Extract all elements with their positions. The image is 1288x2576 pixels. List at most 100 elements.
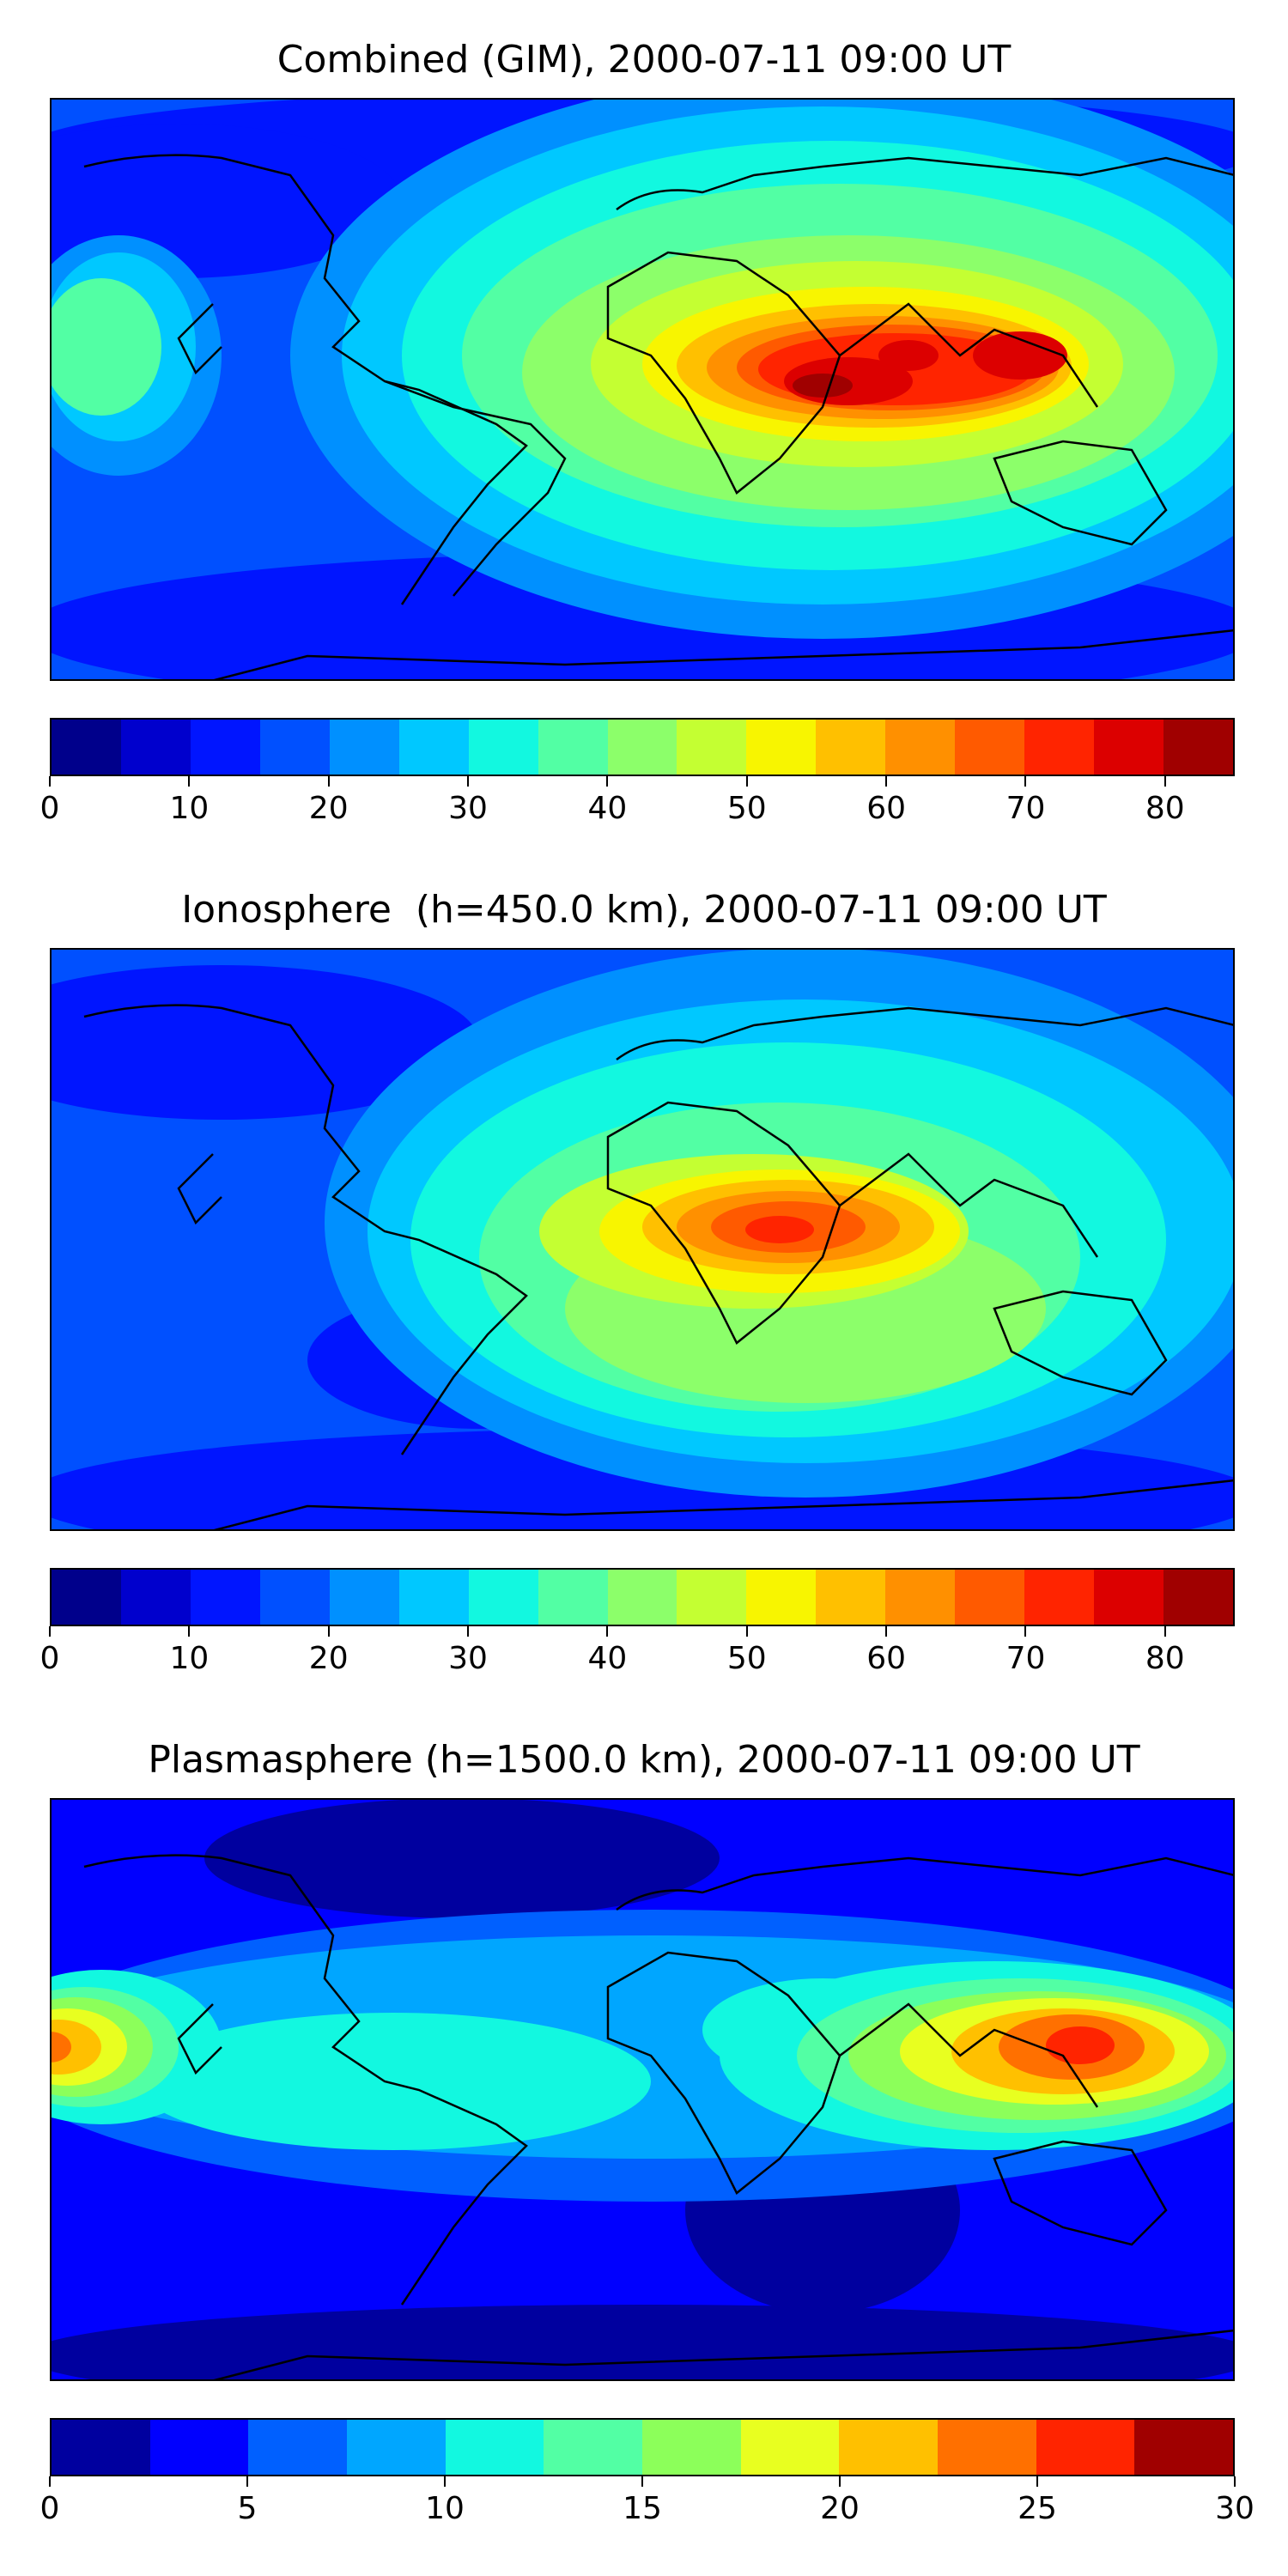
map-combined: [50, 98, 1235, 681]
heatmap-plasmasphere: [50, 1798, 1235, 2381]
colorbar-tick-label: 50: [726, 1641, 767, 1676]
colorbar-segment: [52, 1570, 121, 1625]
colorbar-segment: [955, 1570, 1025, 1625]
colorbar-tick: [49, 776, 51, 787]
colorbar-tick-label: 25: [1018, 2491, 1057, 2526]
colorbar-tick: [188, 1626, 191, 1637]
colorbar-tick-label: 10: [425, 2491, 465, 2526]
colorbar-plasmasphere: [50, 2418, 1235, 2476]
colorbar-tick-label: 70: [1005, 1641, 1046, 1676]
colorbar-tick-label: 15: [623, 2491, 662, 2526]
heatmap-ionosphere: [50, 948, 1235, 1531]
colorbar-tick: [1163, 1626, 1166, 1637]
colorbar-tick: [885, 776, 888, 787]
colorbar-segment: [398, 720, 469, 775]
colorbar-segment: [468, 1570, 538, 1625]
colorbar-tick: [745, 1626, 748, 1637]
colorbar-tick: [327, 776, 330, 787]
colorbar-tick-label: 10: [169, 791, 210, 826]
colorbar-segment: [538, 1570, 608, 1625]
colorbar-segment: [885, 720, 956, 775]
colorbar-tick-label: 0: [39, 1641, 60, 1676]
colorbar-segment: [190, 1570, 260, 1625]
colorbar-segment: [1163, 720, 1233, 775]
colorbar-segment: [885, 1570, 956, 1625]
colorbar-combined: [50, 718, 1235, 776]
colorbar-tick: [1163, 776, 1166, 787]
colorbar-tick: [467, 1626, 470, 1637]
colorbar-tick-label: 50: [726, 791, 767, 826]
colorbar-tick: [885, 1626, 888, 1637]
colorbar-segment: [607, 720, 677, 775]
colorbar-segment: [1094, 720, 1163, 775]
map-plasmasphere: [50, 1798, 1235, 2381]
panel-title-combined: Combined (GIM), 2000-07-11 09:00 UT: [276, 38, 1012, 82]
colorbar-segment: [816, 1570, 886, 1625]
colorbar-tick-label: 70: [1005, 791, 1046, 826]
colorbar-tick-label: 30: [448, 1641, 488, 1676]
colorbar-tick: [641, 2476, 643, 2487]
colorbar-segment: [259, 720, 330, 775]
colorbar-segment: [120, 1570, 191, 1625]
colorbar-segment: [52, 2420, 150, 2475]
panel-title-ionosphere: Ionosphere (h=450.0 km), 2000-07-11 09:0…: [181, 888, 1107, 932]
colorbar-segment: [248, 2420, 348, 2475]
colorbar-tick-label: 60: [866, 791, 907, 826]
colorbar-tick: [1036, 2476, 1038, 2487]
colorbar-segment: [1024, 720, 1095, 775]
colorbar-segment: [955, 720, 1025, 775]
colorbar-segment: [677, 720, 747, 775]
colorbar-tick-label: 80: [1145, 791, 1185, 826]
colorbar-segment: [607, 1570, 677, 1625]
colorbar-tick: [188, 776, 191, 787]
colorbar-segment: [398, 1570, 469, 1625]
colorbar-segment: [190, 720, 260, 775]
colorbar-segment: [347, 2420, 446, 2475]
colorbar-segment: [816, 720, 886, 775]
colorbar-tick: [327, 1626, 330, 1637]
panel-title-plasmasphere: Plasmasphere (h=1500.0 km), 2000-07-11 0…: [148, 1738, 1140, 1782]
colorbar-tick: [1024, 1626, 1027, 1637]
colorbar-tick: [49, 1626, 51, 1637]
colorbar-segment: [1094, 1570, 1163, 1625]
colorbar-tick-label: 80: [1145, 1641, 1185, 1676]
colorbar-segment: [468, 720, 538, 775]
colorbar-tick: [606, 1626, 609, 1637]
colorbar-ionosphere: [50, 1568, 1235, 1626]
colorbar-tick: [246, 2476, 248, 2487]
colorbar-tick: [444, 2476, 446, 2487]
colorbar-tick-label: 40: [587, 1641, 628, 1676]
colorbar-segment: [677, 1570, 747, 1625]
colorbar-segment: [329, 720, 399, 775]
colorbar-segment: [1163, 1570, 1233, 1625]
colorbar-tick-label: 10: [169, 1641, 210, 1676]
colorbar-tick-label: 20: [308, 791, 349, 826]
colorbar-tick: [49, 2476, 51, 2487]
coastlines-plasmasphere: [83, 1854, 1235, 2381]
colorbar-tick-label: 60: [866, 1641, 907, 1676]
colorbar-tick: [839, 2476, 841, 2487]
colorbar-tick-label: 0: [39, 791, 60, 826]
colorbar-segment: [149, 2420, 249, 2475]
colorbar-segment: [1134, 2420, 1234, 2475]
colorbar-ticks-ionosphere: 0 10 20 30 40 50 60 70 80: [40, 1626, 1235, 1678]
colorbar-segment: [1036, 2420, 1135, 2475]
colorbar-tick: [467, 776, 470, 787]
map-ionosphere: [50, 948, 1235, 1531]
colorbar-segment: [52, 720, 121, 775]
colorbar-segment: [445, 2420, 544, 2475]
colorbar-tick-label: 40: [587, 791, 628, 826]
heatmap-combined: [50, 98, 1235, 681]
colorbar-segment: [538, 720, 608, 775]
colorbar-segment: [938, 2420, 1036, 2475]
colorbar-ticks-plasmasphere: 0 5 10 15 20 25 30: [40, 2476, 1255, 2528]
colorbar-tick: [606, 776, 609, 787]
colorbar-segment: [329, 1570, 399, 1625]
colorbar-tick: [745, 776, 748, 787]
colorbar-segment: [642, 2420, 741, 2475]
colorbar-segment: [740, 2420, 840, 2475]
coastlines-combined: [83, 154, 1235, 681]
colorbar-segment: [1024, 1570, 1095, 1625]
colorbar-segment: [746, 1570, 817, 1625]
colorbar-segment: [544, 2420, 643, 2475]
